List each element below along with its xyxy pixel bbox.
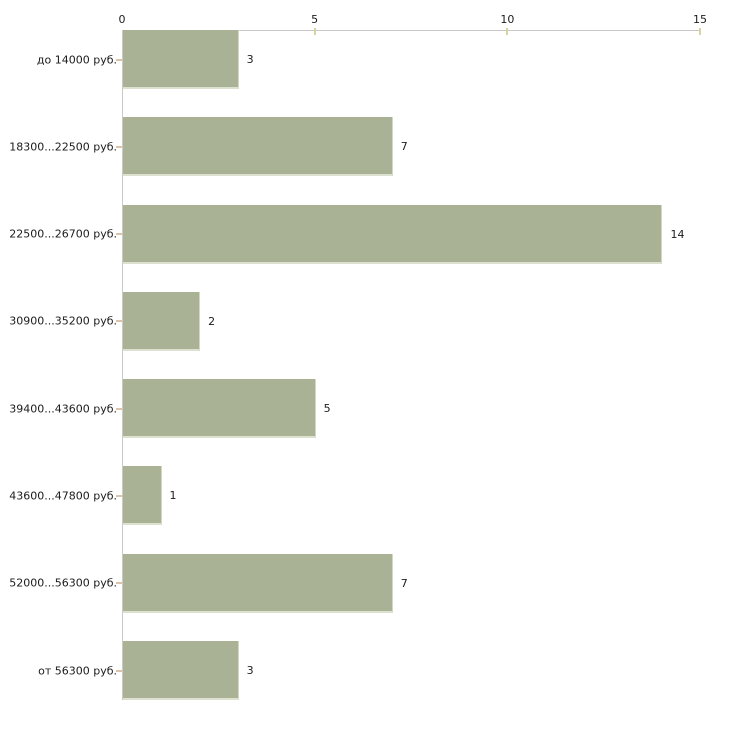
y-axis-tick-mark	[116, 669, 122, 672]
y-axis-tick-mark	[116, 320, 122, 323]
bar	[123, 30, 239, 89]
y-axis-line	[122, 30, 123, 700]
bar	[123, 379, 316, 439]
bar	[123, 204, 663, 264]
category-label: 22500...26700 руб.	[9, 227, 117, 241]
bar-row: 5	[123, 379, 331, 439]
bar-row: 7	[123, 553, 408, 613]
category-label: 39400...43600 руб.	[9, 402, 117, 416]
y-axis-tick-mark	[116, 233, 122, 236]
bar-value-label: 3	[246, 53, 254, 66]
category-label: 18300...22500 руб.	[9, 140, 117, 154]
bar-value-label: 3	[246, 664, 254, 677]
x-axis-tick-label: 5	[311, 13, 319, 26]
bar	[123, 117, 393, 177]
x-axis-tick-label: 0	[118, 13, 126, 26]
y-axis-tick-mark	[116, 145, 122, 148]
bar-value-label: 7	[400, 140, 408, 154]
x-axis-line	[122, 30, 701, 31]
x-axis-tick-label: 15	[693, 13, 707, 26]
category-label: от 56300 руб.	[38, 664, 117, 677]
bar-value-label: 14	[670, 227, 685, 241]
y-axis-tick-mark	[116, 494, 122, 497]
bar-row: 1	[123, 466, 177, 526]
bar-value-label: 7	[400, 576, 408, 590]
bar-row: 3	[123, 641, 254, 700]
x-axis-tick-mark	[506, 28, 509, 35]
category-label: 52000...56300 руб.	[9, 576, 117, 590]
y-axis-tick-mark	[116, 407, 122, 410]
bar	[123, 553, 393, 613]
bar-value-label: 1	[169, 489, 177, 503]
y-axis-tick-mark	[116, 582, 122, 585]
bar-value-label: 5	[323, 402, 331, 416]
bar-row: 3	[123, 30, 254, 89]
category-label: до 14000 руб.	[36, 53, 117, 66]
x-axis-tick-mark	[313, 28, 316, 35]
bar-row: 2	[123, 291, 216, 351]
category-label: 43600...47800 руб.	[9, 489, 117, 503]
y-axis-tick-mark	[116, 58, 122, 61]
bar	[123, 641, 239, 700]
category-label: 30900...35200 руб.	[9, 314, 117, 328]
x-axis-tick-mark	[699, 28, 701, 35]
bar-row: 14	[123, 204, 685, 264]
bar	[123, 466, 162, 526]
x-axis-tick-label: 10	[500, 13, 515, 26]
bar-row: 7	[123, 117, 408, 177]
bar-value-label: 2	[208, 314, 216, 328]
bar	[123, 291, 201, 351]
